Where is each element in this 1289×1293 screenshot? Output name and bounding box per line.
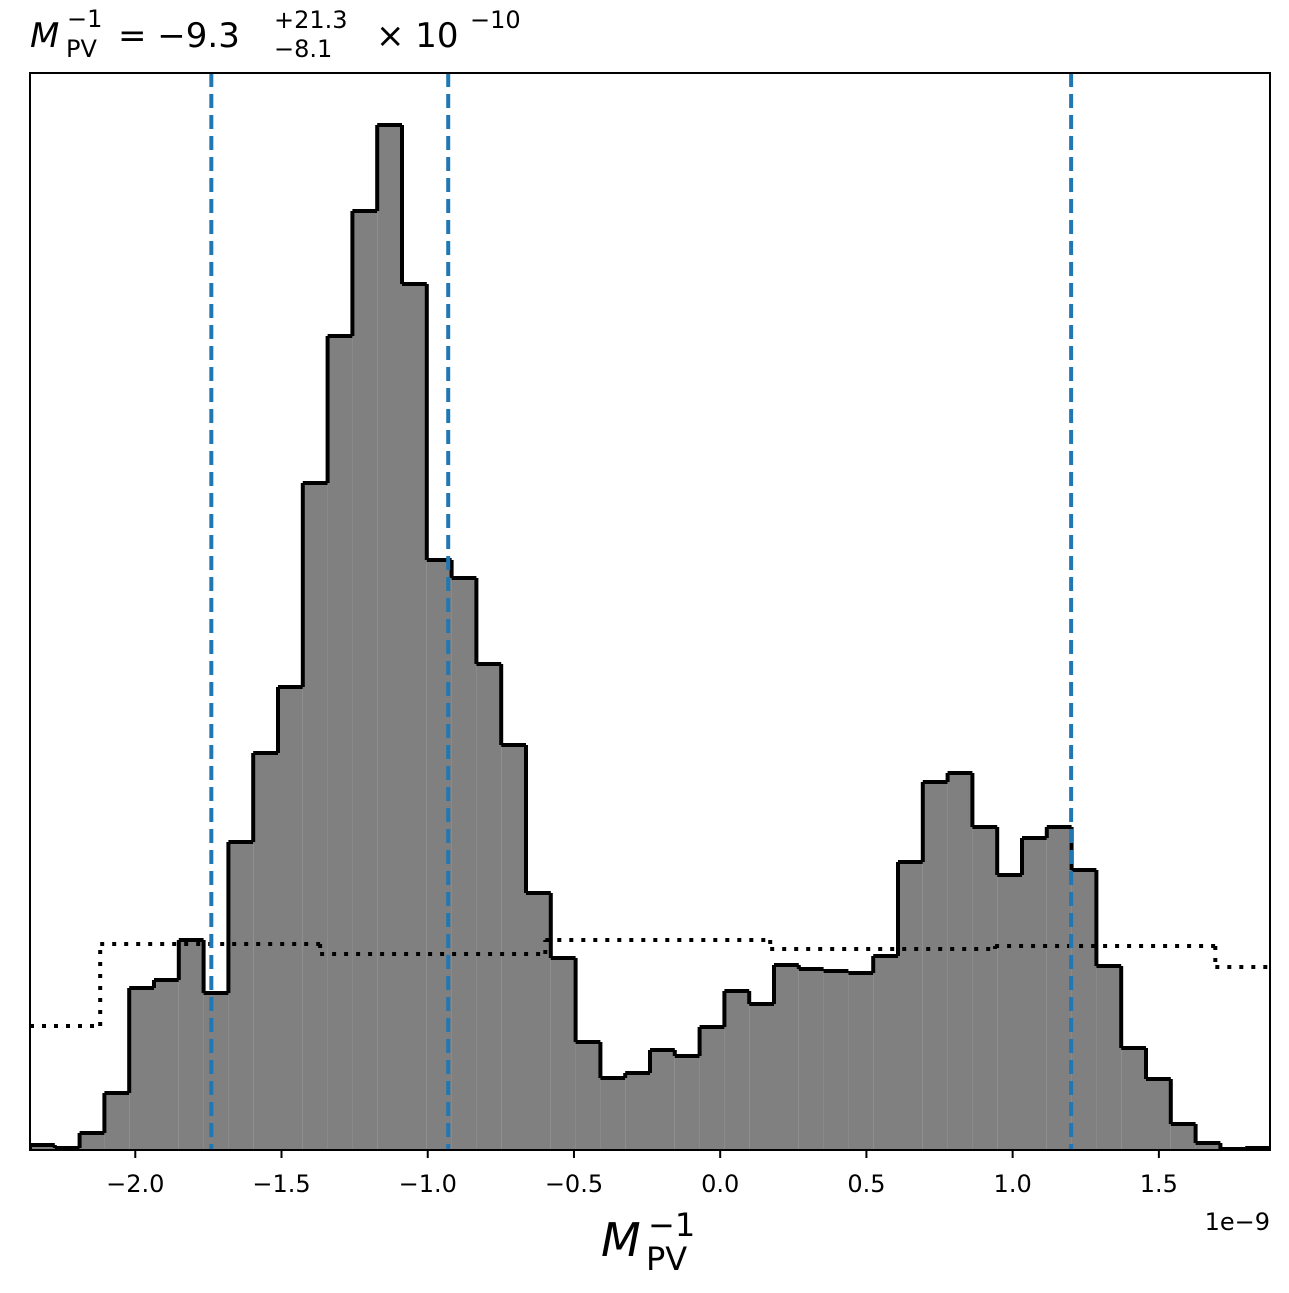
x-tick-label: −2.0 — [106, 1170, 164, 1198]
bar — [129, 988, 154, 1150]
x-label-sub: PV — [646, 1240, 687, 1278]
bar — [873, 956, 898, 1150]
bar — [575, 1042, 601, 1150]
bar — [178, 940, 204, 1150]
bar — [228, 842, 254, 1150]
bar — [526, 893, 551, 1150]
x-tick-label: −1.5 — [252, 1170, 310, 1198]
title-symbol: M — [30, 16, 59, 56]
bar — [1022, 838, 1047, 1150]
bar — [997, 875, 1022, 1150]
bar — [203, 993, 229, 1150]
bar — [278, 687, 303, 1150]
bar — [451, 578, 477, 1150]
bar — [798, 969, 824, 1150]
bar — [674, 1056, 700, 1150]
bar — [898, 862, 923, 1150]
bar — [79, 1133, 105, 1150]
bar — [823, 971, 849, 1150]
bar — [1121, 1048, 1146, 1150]
bar — [327, 336, 353, 1150]
bar — [625, 1073, 650, 1150]
x-tick-label: −0.5 — [545, 1170, 603, 1198]
bar — [550, 958, 576, 1150]
title-sub: PV — [66, 35, 97, 63]
bar — [1071, 870, 1097, 1150]
title: M −1 PV = −9.3 +21.3 −8.1 × 10 −10 — [30, 5, 521, 63]
x-label: M −1 PV — [601, 1206, 695, 1278]
title-value: = −9.3 — [118, 16, 240, 56]
bar — [501, 745, 526, 1150]
bar — [1046, 827, 1072, 1150]
bar — [600, 1078, 626, 1150]
bar — [650, 1050, 675, 1150]
x-tick-label: 0.0 — [701, 1170, 739, 1198]
bar — [476, 664, 502, 1150]
bar — [1096, 966, 1122, 1150]
bar — [352, 211, 378, 1150]
bar — [724, 991, 750, 1150]
title-exp: −10 — [470, 6, 521, 34]
bar — [302, 483, 328, 1150]
title-times: × 10 — [376, 16, 459, 56]
bar — [922, 782, 948, 1150]
bar — [947, 773, 973, 1150]
x-tick-label: 1.5 — [1140, 1170, 1178, 1198]
bar — [1195, 1143, 1221, 1150]
x-tick-label: −1.0 — [399, 1170, 457, 1198]
bar — [972, 827, 998, 1150]
title-upper: +21.3 — [274, 6, 348, 34]
bar — [774, 965, 799, 1150]
bar — [30, 1145, 55, 1150]
x-tick-label: 1.0 — [994, 1170, 1032, 1198]
bar — [848, 973, 874, 1150]
x-tick-label: 0.5 — [847, 1170, 885, 1198]
x-label-symbol: M — [601, 1213, 641, 1267]
axes-frame — [29, 72, 1271, 1151]
plot-area — [30, 73, 1270, 1150]
offset-text: 1e−9 — [1205, 1208, 1270, 1236]
bar — [749, 1004, 774, 1150]
bar — [402, 284, 427, 1150]
title-lower: −8.1 — [274, 35, 332, 63]
bar — [377, 125, 402, 1150]
x-label-sup: −1 — [648, 1206, 695, 1244]
title-sup: −1 — [67, 5, 102, 33]
bar — [154, 980, 179, 1150]
bar — [1146, 1079, 1171, 1150]
bar — [1170, 1124, 1196, 1150]
bar — [699, 1027, 725, 1150]
bar — [253, 753, 278, 1150]
bar — [104, 1093, 130, 1150]
